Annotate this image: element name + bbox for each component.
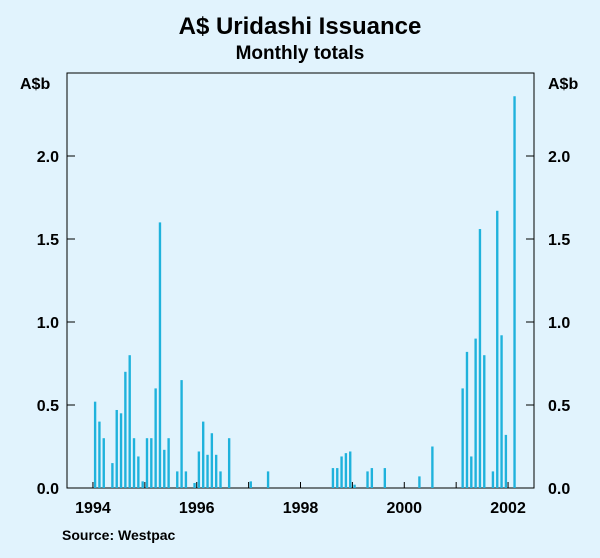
bar — [93, 401, 97, 488]
bar — [158, 222, 162, 488]
x-tick-label: 1994 — [75, 500, 111, 517]
bar — [249, 481, 252, 488]
bar — [266, 471, 270, 488]
y-tick-label-right: 0.0 — [548, 481, 570, 498]
bar — [383, 468, 387, 488]
y-tick-label-right: 2.0 — [548, 149, 570, 166]
bar — [102, 438, 105, 488]
bar — [496, 210, 499, 488]
bar — [470, 456, 473, 488]
bar — [128, 355, 131, 488]
bar — [465, 351, 469, 488]
bar — [167, 438, 170, 488]
y-axis-unit-left: A$b — [20, 76, 51, 93]
bar — [210, 433, 214, 488]
bar — [145, 438, 149, 488]
bar — [344, 453, 348, 488]
bar — [483, 355, 486, 488]
x-tick-label: 1998 — [283, 500, 319, 517]
x-tick-label: 2000 — [386, 500, 422, 517]
bar — [111, 463, 114, 488]
bar — [202, 421, 205, 488]
bar — [98, 421, 101, 488]
bar — [137, 456, 140, 488]
y-tick-label-right: 0.5 — [548, 398, 570, 415]
bar — [197, 451, 201, 488]
y-tick-label-left: 0.5 — [37, 398, 59, 415]
chart-title: A$ Uridashi Issuance — [178, 13, 422, 40]
bar — [193, 483, 196, 488]
bar — [150, 438, 153, 488]
bar — [115, 409, 118, 488]
bar — [163, 449, 166, 488]
chart-subtitle: Monthly totals — [235, 43, 365, 64]
y-tick-label-left: 0.0 — [37, 481, 59, 498]
source-note: Source: Westpac — [62, 527, 176, 543]
bar — [132, 438, 136, 488]
bar — [353, 484, 356, 488]
bar — [478, 229, 482, 489]
bar — [184, 471, 188, 488]
y-axis-unit-right: A$b — [548, 76, 579, 93]
bar — [141, 481, 144, 488]
bar — [119, 413, 123, 488]
y-tick-label-left: 2.0 — [37, 149, 59, 166]
bar — [214, 454, 218, 488]
y-tick-label-left: 1.0 — [37, 315, 59, 332]
y-tick-label-right: 1.0 — [548, 315, 570, 332]
bar — [491, 471, 495, 488]
bar — [331, 468, 335, 488]
bar — [513, 96, 516, 489]
bar — [124, 371, 127, 488]
bar — [431, 446, 434, 488]
bar — [180, 380, 183, 488]
bar — [227, 438, 231, 488]
bar — [366, 471, 369, 488]
bar — [500, 335, 503, 488]
bar — [474, 338, 477, 488]
bar — [370, 468, 374, 488]
bar — [349, 451, 352, 488]
y-tick-label-left: 1.5 — [37, 232, 59, 249]
bar — [176, 471, 179, 488]
bar — [336, 468, 339, 488]
x-tick-label: 1996 — [179, 500, 215, 517]
plot-frame — [66, 72, 535, 489]
x-tick-label: 2002 — [490, 500, 526, 517]
bar — [461, 388, 464, 488]
bar — [219, 471, 222, 488]
bar — [154, 388, 157, 488]
bar — [340, 456, 343, 488]
y-tick-label-right: 1.5 — [548, 232, 570, 249]
bar — [206, 454, 209, 488]
bar — [504, 434, 508, 488]
bar — [418, 476, 421, 488]
